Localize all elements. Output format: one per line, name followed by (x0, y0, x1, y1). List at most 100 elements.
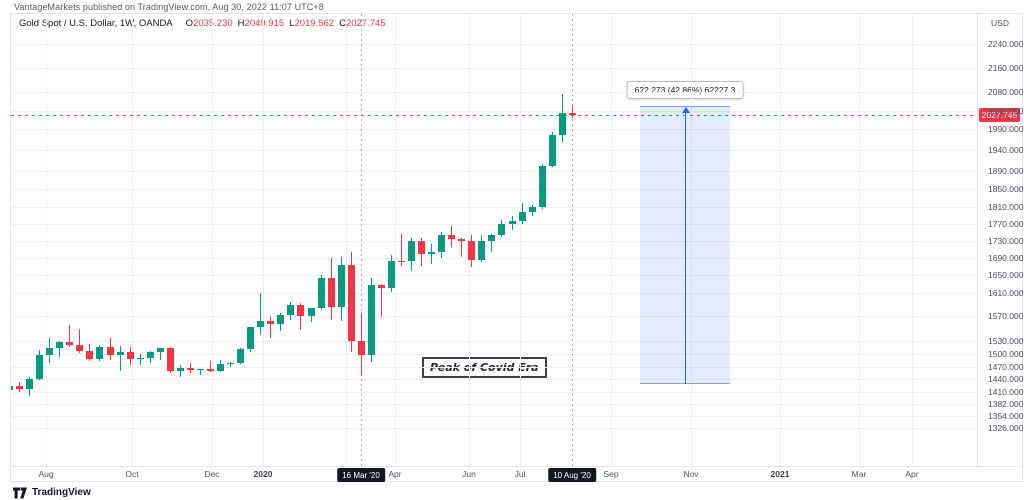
tradingview-logo-text[interactable]: TradingView (32, 486, 91, 498)
h-gridline (11, 207, 977, 208)
candle-wick (461, 238, 463, 257)
candle-wick (270, 317, 272, 338)
time-tick-label: Apr (388, 469, 402, 479)
h-gridline (11, 428, 977, 429)
h-gridline (11, 367, 977, 368)
candle-body (428, 252, 436, 254)
candle-body (207, 369, 214, 371)
time-axis[interactable]: AugOctDec2020MarAprJunJulSepNov2021MarAp… (11, 467, 1022, 482)
h-gridline (11, 224, 977, 225)
price-tick-label: 2240.000 (988, 39, 1024, 49)
symbol-legend: Gold Spot / U.S. Dollar, 1W, OANDAO2035.… (19, 18, 386, 29)
price-axis[interactable]: USD 2027.745 2240.000 2160.000 2080.000 204… (978, 14, 1024, 466)
ohlc-key: O (185, 18, 194, 29)
attribution-text: VantageMarkets published on TradingView.… (14, 2, 324, 12)
candle-body (46, 348, 54, 356)
time-tick-year-label: 2020 (253, 469, 273, 479)
candle-wick (199, 368, 201, 375)
h-gridline (11, 293, 977, 294)
candle-body (26, 379, 34, 389)
time-tick-label: Dec (204, 469, 220, 479)
ohlc-value: 2019.562 (294, 18, 335, 29)
candle-body (36, 355, 44, 379)
candle-wick (139, 354, 141, 366)
candle-body (76, 345, 84, 351)
candle-body (116, 352, 124, 356)
measure-center-line (685, 110, 686, 385)
price-tick-label: 1382.000 (988, 399, 1024, 409)
candle-body (478, 240, 486, 261)
price-tick-label: 1850.000 (988, 184, 1024, 194)
time-tick-label: Sep (603, 469, 619, 479)
last-price-label: 2027.745 (979, 108, 1020, 123)
ohlc-value: 2027.745 (345, 18, 386, 29)
v-gridline (780, 14, 781, 466)
candle-body (528, 207, 536, 213)
v-gridline (46, 14, 47, 466)
candle-body (287, 305, 295, 316)
candle-wick (431, 243, 433, 264)
candle-body (508, 221, 516, 224)
candle-body (267, 321, 275, 325)
candle-wick (300, 302, 302, 331)
event-dashed-line (361, 14, 362, 466)
price-tick-label: 1570.000 (988, 311, 1024, 321)
event-date-tag: 10 Aug '20 (548, 468, 596, 482)
price-tick-label: 2040.000 (988, 106, 1024, 116)
chart-panel: Gold Spot / U.S. Dollar, 1W, OANDAO2035.… (10, 13, 1023, 482)
price-tick-label: 2160.000 (988, 63, 1024, 73)
price-tick-label: 1326.000 (988, 423, 1024, 433)
candle-body (16, 385, 24, 389)
h-gridline (11, 275, 977, 276)
candle-body (558, 112, 566, 135)
price-tick-label: 1610.000 (988, 288, 1024, 298)
candle-body (86, 350, 94, 359)
ohlc-key: H (237, 18, 245, 29)
price-chart-pane[interactable]: Gold Spot / U.S. Dollar, 1W, OANDAO2035.… (11, 14, 977, 466)
currency-label: USD (991, 18, 1009, 28)
candle-body (418, 241, 426, 254)
price-tick-label: 2080.000 (988, 87, 1024, 97)
time-tick-label: Apr (905, 469, 919, 479)
measure-tool-label[interactable]: 622.273 (42.86%) 62227.3 (626, 81, 744, 99)
v-gridline (912, 14, 913, 466)
candle-body (518, 212, 526, 222)
h-gridline (11, 92, 977, 93)
candle-wick (571, 106, 573, 119)
candle-body (146, 351, 154, 359)
price-tick-label: 1440.000 (988, 374, 1024, 384)
candle-body (186, 367, 194, 371)
h-gridline (11, 171, 977, 172)
candle-body (568, 112, 576, 116)
candle-body (66, 342, 74, 346)
price-tick-label: 1470.000 (988, 362, 1024, 372)
price-tick-label: 1500.000 (988, 349, 1024, 359)
v-gridline (611, 14, 612, 466)
h-gridline (11, 341, 977, 342)
candle-body (56, 342, 64, 349)
price-tick-label: 1730.000 (988, 236, 1024, 246)
v-gridline (132, 14, 133, 466)
price-tick-label: 1410.000 (988, 387, 1024, 397)
h-gridline (11, 44, 977, 45)
tradingview-logo-icon (13, 487, 27, 499)
h-gridline (11, 241, 977, 242)
time-tick-label: Jun (462, 469, 476, 479)
candle-wick (491, 233, 493, 253)
price-tick-label: 1690.000 (988, 253, 1024, 263)
time-tick-year-label: 2021 (770, 469, 790, 479)
candle-body (438, 235, 446, 253)
candle-body (176, 367, 184, 372)
candle-body (347, 264, 355, 341)
candle-body (126, 352, 134, 359)
footer: TradingView (13, 485, 91, 499)
candle-body (227, 363, 235, 365)
candle-body (468, 241, 476, 261)
h-gridline (11, 392, 977, 393)
v-gridline (346, 14, 347, 466)
symbol-title[interactable]: Gold Spot / U.S. Dollar, 1W, OANDA (19, 18, 173, 29)
ohlc-key: L (289, 18, 295, 29)
candle-wick (380, 283, 382, 318)
candle-wick (79, 328, 81, 354)
candle-wick (400, 233, 402, 267)
